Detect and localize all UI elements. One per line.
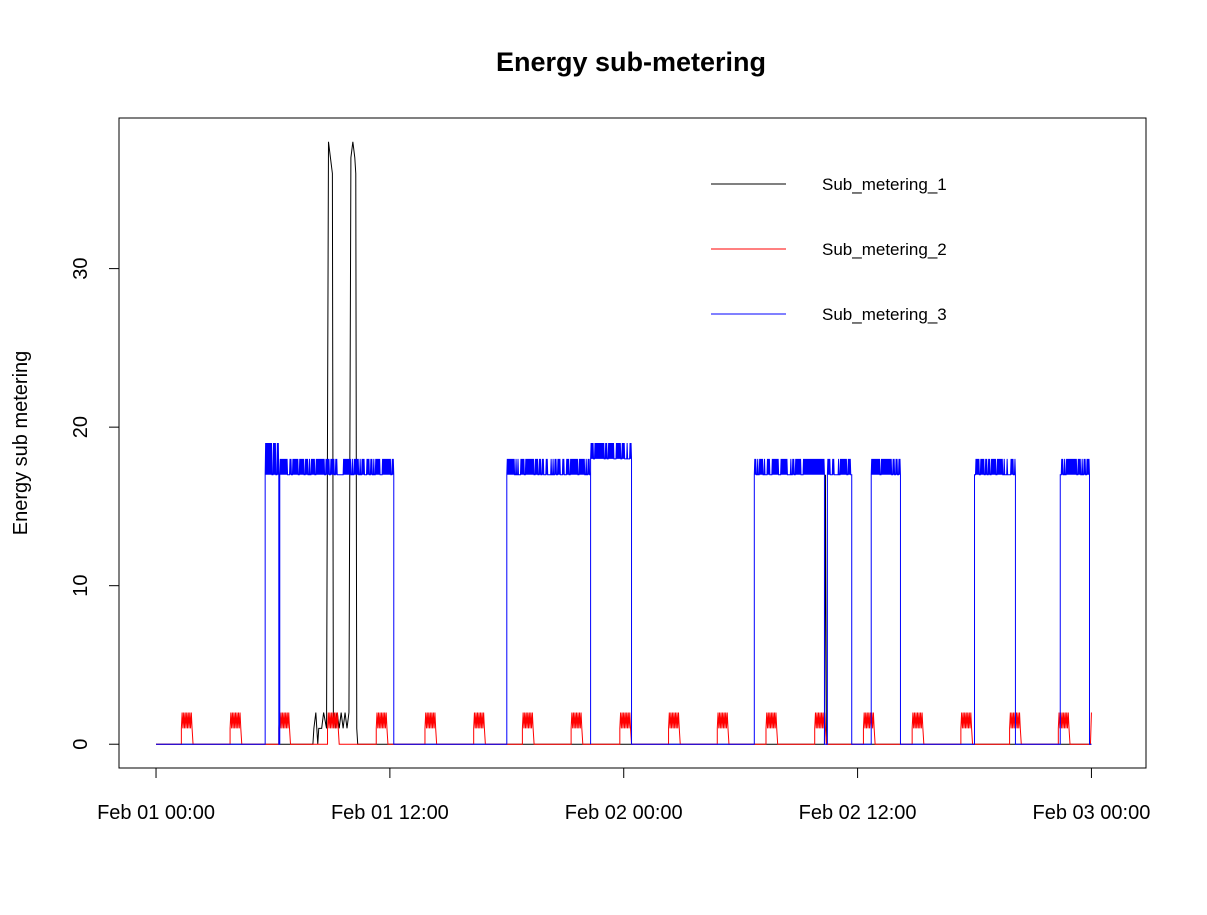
- y-tick-label: 10: [70, 575, 92, 597]
- legend: Sub_metering_1 Sub_metering_2 Sub_metering…: [711, 175, 947, 324]
- plot-lines: [156, 141, 1092, 745]
- x-tick-label: Feb 03 00:00: [1032, 802, 1150, 824]
- x-tick-label: Feb 01 00:00: [97, 802, 215, 824]
- y-tick-label: 20: [70, 416, 92, 438]
- legend-label: Sub_metering_2: [822, 240, 947, 259]
- x-tick-label: Feb 01 12:00: [331, 802, 449, 824]
- series-line-1: [156, 141, 1092, 745]
- x-tick-label: Feb 02 12:00: [799, 802, 917, 824]
- y-tick-label: 30: [70, 257, 92, 279]
- x-tick-label: Feb 02 00:00: [565, 802, 683, 824]
- series-line-2: [156, 712, 1092, 745]
- chart-title: Energy sub-metering: [496, 47, 766, 77]
- y-tick-label: 0: [70, 739, 92, 750]
- x-axis: Feb 01 00:00 Feb 01 12:00 Feb 02 00:00 Feb …: [97, 767, 1150, 824]
- y-axis-label: Energy sub metering: [10, 351, 32, 536]
- legend-label: Sub_metering_1: [822, 175, 947, 194]
- series-line-3: [156, 442, 1092, 745]
- legend-label: Sub_metering_3: [822, 305, 947, 324]
- y-axis: 0 10 20 30: [70, 257, 120, 750]
